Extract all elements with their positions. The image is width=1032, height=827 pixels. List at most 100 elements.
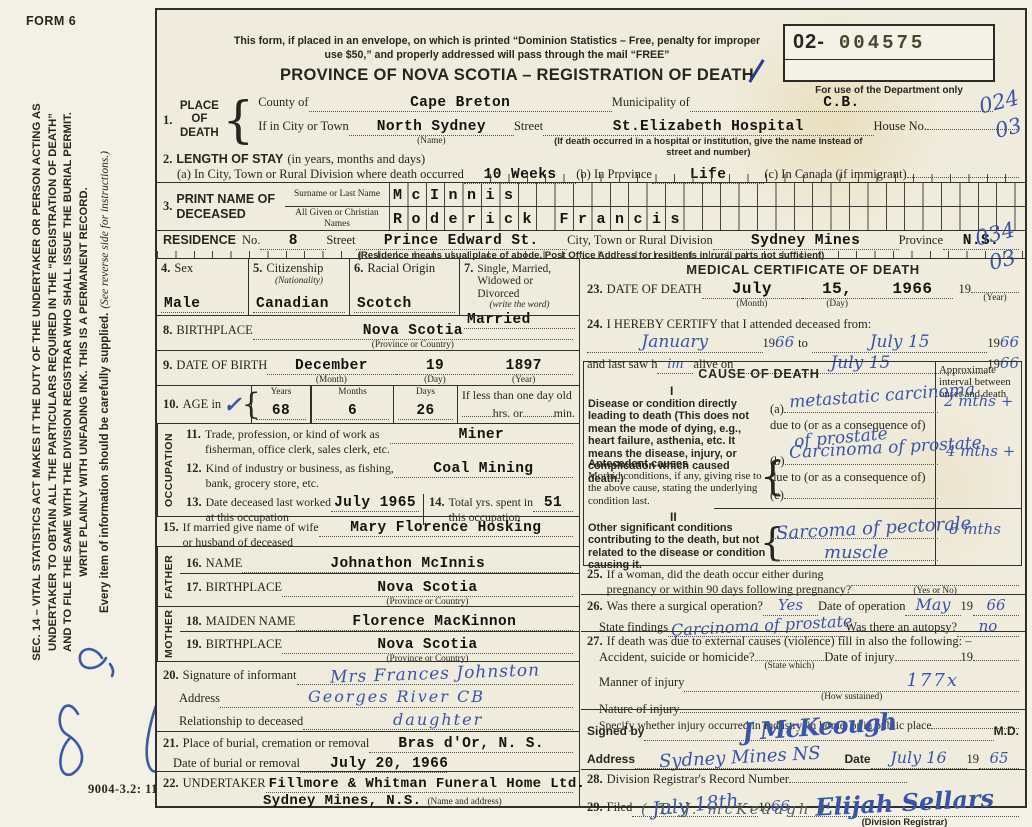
f20-sig-label: Signature of informant bbox=[182, 668, 297, 682]
f19-note: (Province or Country) bbox=[386, 654, 469, 665]
f3-grid-block: Surname or Last Name McInnis All Given o… bbox=[285, 183, 1025, 230]
f21-place-value: Bras d'Or, N. S. bbox=[398, 736, 544, 752]
f18-label: MAIDEN NAME bbox=[205, 614, 296, 628]
f10-min-value bbox=[522, 416, 554, 417]
f17-value: Nova Scotia bbox=[377, 580, 478, 597]
f1-town-value: North Sydney bbox=[376, 119, 486, 136]
f10-months-label: Months bbox=[338, 387, 367, 397]
field-23-date-of-death: 23. DATE OF DEATH July (Month) 15, (Day)… bbox=[581, 279, 1025, 316]
f13-label-1: Date deceased last worked bbox=[205, 495, 332, 509]
field-12: 12. Kind of industry or business, as fis… bbox=[186, 460, 573, 491]
f23-month-value: July bbox=[731, 280, 772, 298]
f24-label: I HEREBY CERTIFY that I attended decease… bbox=[606, 317, 872, 331]
f11-label-2: fisherman, office clerk, sales clerk, et… bbox=[204, 442, 390, 456]
cod-antecedent-label-2: Morbid conditions, if any, giving rise t… bbox=[588, 470, 762, 507]
f22-address-value: Sydney Mines, N.S. bbox=[263, 792, 422, 809]
cod-antecedent-brace: { bbox=[760, 454, 786, 500]
f9-day-note: (Day) bbox=[424, 375, 446, 386]
f29-year-value: 66 bbox=[770, 797, 790, 815]
f27-manner-code: 177x bbox=[906, 669, 959, 691]
cod-other-value-2: muscle bbox=[824, 542, 889, 563]
f10-months-value: 6 bbox=[347, 402, 358, 419]
envelope-note-line1: This form, if placed in an envelope, on … bbox=[233, 35, 761, 47]
res-city-value: Sydney Mines bbox=[751, 233, 861, 249]
field-6-racial-origin: 6. Racial Origin Scotch bbox=[350, 259, 460, 315]
f1-county-label: County of bbox=[258, 95, 309, 109]
f21-date-line: Date of burial or removal July 20, 1966 bbox=[163, 755, 573, 774]
f13-value: July 1965 bbox=[334, 495, 416, 511]
fields-4-7-row: 4. Sex Male 5. Citizenship (Nationality)… bbox=[157, 259, 579, 330]
f21-number: 21. bbox=[163, 736, 179, 750]
stamp-box: 02- 004575 bbox=[783, 24, 995, 82]
f3-number: 3. bbox=[163, 199, 173, 213]
f26-q2: Date of operation bbox=[818, 599, 906, 613]
f22-note: (Name and address) bbox=[427, 796, 502, 807]
f26-q4: Was there an autopsy? bbox=[845, 619, 957, 634]
f21-date-label: Date of burial or removal bbox=[173, 756, 301, 771]
age-checkmark: ✓ bbox=[223, 391, 242, 418]
res-city-label: City, Town or Rural Division bbox=[567, 233, 713, 247]
f10-hours-cell: If less than one day old hrs. or min. bbox=[457, 386, 579, 423]
f27-nature-fill bbox=[679, 712, 1019, 714]
f3-label-block: 3. PRINT NAME OF DECEASED bbox=[157, 183, 285, 230]
perforation-ticks-top bbox=[490, 174, 1023, 182]
cod-due-label-2: due to (or as a consequence of) bbox=[770, 470, 926, 484]
margin-supply-line: Every item of information should be care… bbox=[95, 102, 113, 662]
stamp-prefix: 02- bbox=[793, 31, 825, 53]
f5-value: Canadian bbox=[256, 295, 329, 312]
margin-statute-text: SEC. 14 – VITAL STATISTICS ACT MAKES IT … bbox=[31, 103, 90, 661]
f27-date-label: Date of injury bbox=[824, 650, 895, 664]
f15-label-1: If married give name of wife bbox=[182, 520, 319, 534]
f3-label: PRINT NAME OF DECEASED bbox=[176, 192, 275, 221]
f8-number: 8. bbox=[163, 323, 173, 337]
f5-number: 5. bbox=[253, 261, 263, 275]
f23-day-note: (Day) bbox=[826, 298, 848, 309]
f26-number: 26. bbox=[587, 599, 603, 613]
f1-house-value bbox=[927, 129, 1019, 131]
f24-to-year-prefix: 19 bbox=[987, 336, 1000, 350]
field-17-father-birthplace: 17. BIRTHPLACE Nova Scotia (Province or … bbox=[180, 573, 579, 608]
f10-days-label: Days bbox=[415, 387, 436, 397]
field-14: 14. Total yrs. spent in this occupation … bbox=[424, 494, 573, 525]
f24-last-year: 66 bbox=[999, 353, 1019, 372]
f12-value: Coal Mining bbox=[433, 461, 534, 477]
mother-content: 18. MAIDEN NAME Florence MacKinnon 19. B… bbox=[180, 607, 579, 664]
f14-label-2: this occupation bbox=[448, 510, 521, 524]
field-16-father-name: 16. NAME Johnathon McInnis bbox=[180, 547, 579, 574]
f10-label-block: 10. AGE in ✓ { bbox=[157, 386, 261, 423]
informant-relationship: daughter bbox=[393, 709, 484, 729]
f21-place-label: Place of burial, cremation or removal bbox=[182, 736, 370, 750]
field-24-certify: 24. I HEREBY CERTIFY that I attended dec… bbox=[581, 316, 1025, 374]
header-envelope-note: This form, if placed in an envelope, on … bbox=[197, 34, 797, 63]
f23-year-spacer bbox=[872, 299, 952, 310]
cod-c-label: (c) bbox=[770, 488, 784, 502]
field-25-pregnancy: 25. If a woman, did the death occur eith… bbox=[581, 566, 1025, 596]
physician-address: Sydney Mines NS bbox=[658, 742, 821, 773]
field-8-birthplace: 8. BIRTHPLACE Nova Scotia (Province or C… bbox=[157, 315, 579, 350]
f26-a2: May bbox=[915, 595, 951, 614]
f22-label: UNDERTAKER bbox=[182, 776, 266, 790]
field-1-place-of-death: 1. PLACE OF DEATH { County of Cape Breto… bbox=[157, 88, 1025, 157]
signed-year-prefix: 19 bbox=[966, 751, 980, 766]
f27-acc-label: Accident, suicide or homicide? bbox=[599, 650, 755, 664]
f23-year-note: (Year) bbox=[983, 293, 1007, 303]
f26-year-prefix: 19 bbox=[960, 599, 974, 613]
cod-other-label: Other significant conditions contributin… bbox=[588, 522, 766, 572]
f25-label-2: pregnancy or within 90 days following pr… bbox=[606, 582, 852, 596]
cod-line-a: (a) bbox=[770, 402, 938, 417]
f10-years-value: 68 bbox=[271, 402, 291, 419]
f26-a4: no bbox=[978, 616, 998, 635]
f1-town-note: (Name) bbox=[417, 136, 446, 147]
field-27-external-causes: 27. If death was due to external causes … bbox=[581, 631, 1025, 732]
f14-label-1: Total yrs. spent in bbox=[448, 495, 533, 509]
f24-number: 24. bbox=[587, 317, 603, 331]
signed-date-label: Date bbox=[844, 751, 871, 766]
field-21-burial: 21. Place of burial, cremation or remova… bbox=[157, 731, 579, 774]
envelope-note-line2: use $50,” and properly addressed will pa… bbox=[324, 49, 670, 62]
f21-date-value: July 20, 1966 bbox=[330, 756, 449, 773]
f26-q1: Was there a surgical operation? bbox=[606, 599, 763, 613]
field-15-spouse: 15. If married give name of wife or husb… bbox=[157, 516, 579, 549]
f24-to-label: to bbox=[798, 336, 808, 350]
f12-number: 12. bbox=[186, 461, 202, 475]
f9-label: DATE OF BIRTH bbox=[176, 358, 268, 372]
